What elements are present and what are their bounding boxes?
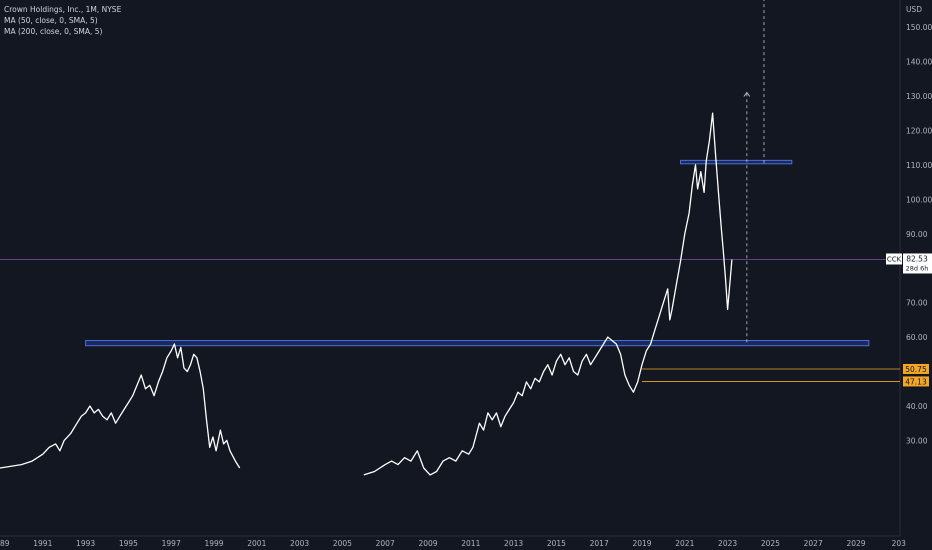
support-level-badge bbox=[903, 376, 929, 387]
y-tick-label: 90.00 bbox=[906, 230, 928, 239]
x-tick-label: 1997 bbox=[162, 539, 181, 548]
y-tick-label: 110.00 bbox=[906, 161, 932, 170]
y-tick-label: 70.00 bbox=[906, 299, 928, 308]
support-level-label: 50.75 bbox=[905, 365, 927, 374]
x-tick-label: 1999 bbox=[204, 539, 223, 548]
current-price-label: 82.53 bbox=[906, 254, 928, 263]
x-tick-label: 2001 bbox=[247, 539, 266, 548]
x-tick-label: 2017 bbox=[590, 539, 609, 548]
x-tick-label: 2009 bbox=[418, 539, 437, 548]
y-tick-label: 30.00 bbox=[906, 436, 928, 445]
y-tick-label: 150.00 bbox=[906, 23, 932, 32]
x-tick-label: 2015 bbox=[547, 539, 566, 548]
bar-countdown-label: 28d 6h bbox=[906, 264, 929, 272]
ma200-legend[interactable]: MA (200, close, 0, SMA, 5) bbox=[4, 27, 103, 36]
x-tick-label: 1989 bbox=[0, 539, 10, 548]
y-tick-label: 120.00 bbox=[906, 126, 932, 135]
resistance-zone bbox=[680, 159, 793, 165]
x-tick-label: 2013 bbox=[504, 539, 523, 548]
ma50-legend[interactable]: MA (50, close, 0, SMA, 5) bbox=[4, 16, 98, 25]
x-tick-label: 2027 bbox=[804, 539, 823, 548]
x-tick-label: 2029 bbox=[846, 539, 865, 548]
x-tick-label: 2007 bbox=[376, 539, 395, 548]
y-tick-label: 130.00 bbox=[906, 92, 932, 101]
y-tick-label: 40.00 bbox=[906, 402, 928, 411]
price-series-line[interactable] bbox=[0, 343, 241, 469]
projection-arrow-head bbox=[743, 91, 751, 97]
x-tick-label: 2019 bbox=[632, 539, 651, 548]
y-tick-label: 100.00 bbox=[906, 195, 932, 204]
chart-legend: Crown Holdings, Inc., 1M, NYSE MA (50, c… bbox=[4, 4, 121, 37]
x-tick-label: 2003 bbox=[290, 539, 309, 548]
x-tick-label: 1993 bbox=[76, 539, 95, 548]
symbol-title: Crown Holdings, Inc., 1M, NYSE bbox=[4, 5, 122, 14]
x-tick-label: 2021 bbox=[675, 539, 694, 548]
x-tick-label: 2023 bbox=[718, 539, 737, 548]
x-tick-label: 2011 bbox=[461, 539, 480, 548]
support-level-badge bbox=[903, 363, 929, 374]
price-series-line[interactable] bbox=[363, 112, 733, 476]
support-level-label: 47.13 bbox=[905, 377, 927, 386]
resistance-zone bbox=[85, 340, 870, 347]
x-tick-label: 1991 bbox=[33, 539, 52, 548]
x-tick-label: 2025 bbox=[761, 539, 780, 548]
y-tick-label: 60.00 bbox=[906, 333, 928, 342]
x-tick-label: 2005 bbox=[333, 539, 352, 548]
ticker-symbol: CCK bbox=[887, 255, 902, 263]
x-tick-label: 1995 bbox=[119, 539, 138, 548]
ticker-symbol-badge bbox=[886, 253, 902, 265]
price-badge bbox=[903, 253, 932, 274]
y-tick-label: 140.00 bbox=[906, 58, 932, 67]
currency-label: USD bbox=[906, 5, 922, 14]
x-tick-label: 203 bbox=[892, 539, 907, 548]
